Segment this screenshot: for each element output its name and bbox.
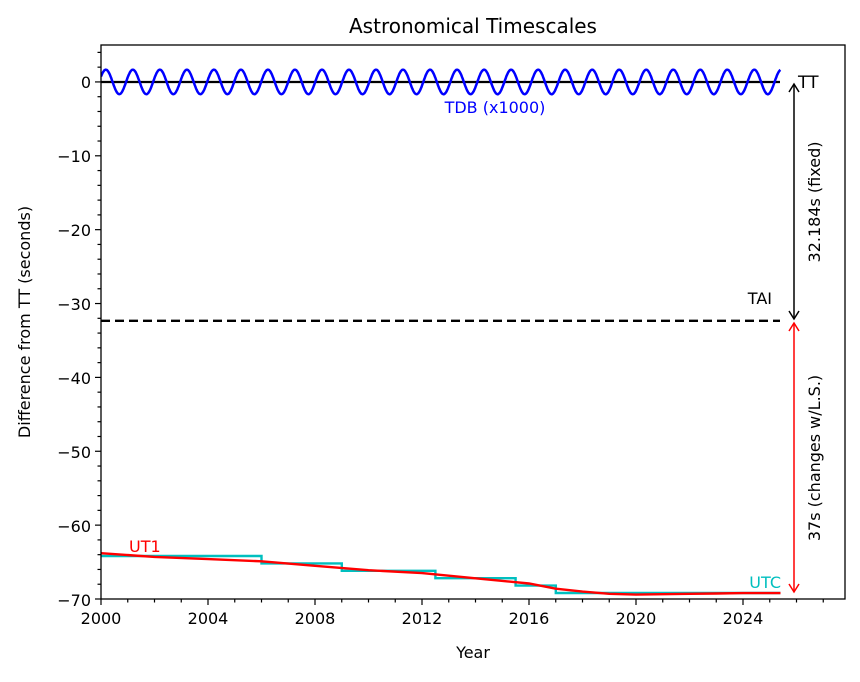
y-tick-label: −60 bbox=[57, 517, 91, 536]
y-tick-label: −30 bbox=[57, 295, 91, 314]
chart-title: Astronomical Timescales bbox=[349, 14, 597, 38]
utc-label: UTC bbox=[749, 573, 781, 592]
fixed-offset-label: 32.184s (fixed) bbox=[805, 142, 824, 263]
fixed-offset-arrow bbox=[788, 82, 800, 321]
x-tick-label: 2004 bbox=[188, 609, 229, 628]
y-tick-label: −20 bbox=[57, 221, 91, 240]
plot-frame bbox=[100, 44, 846, 600]
x-axis-label: Year bbox=[455, 643, 490, 662]
ut1-label: UT1 bbox=[129, 537, 161, 556]
x-tick-label: 2012 bbox=[402, 609, 443, 628]
y-axis-label: Difference from TT (seconds) bbox=[15, 206, 34, 438]
y-tick-label: −10 bbox=[57, 147, 91, 166]
y-tick-labels: 0 −10 −20 −30 −40 −50 −60 −70 bbox=[57, 73, 91, 610]
x-tick-labels: 2000 2004 2008 2012 2016 2020 2024 bbox=[81, 609, 764, 628]
leap-second-arrow bbox=[788, 321, 800, 594]
y-tick-label: 0 bbox=[81, 73, 91, 92]
ut1-line bbox=[101, 552, 781, 596]
x-tick-label: 2000 bbox=[81, 609, 122, 628]
y-tick-label: −70 bbox=[57, 591, 91, 610]
x-axis-ticks bbox=[100, 599, 824, 605]
x-tick-label: 2020 bbox=[616, 609, 657, 628]
tt-label: TT bbox=[797, 73, 819, 93]
leap-second-label: 37s (changes w/L.S.) bbox=[805, 375, 824, 541]
tai-label: TAI bbox=[747, 289, 772, 308]
tdb-line bbox=[101, 68, 782, 96]
y-axis-ticks bbox=[95, 51, 101, 600]
x-tick-label: 2008 bbox=[295, 609, 336, 628]
tdb-label: TDB (x1000) bbox=[444, 98, 546, 117]
x-tick-label: 2024 bbox=[723, 609, 764, 628]
y-tick-label: −40 bbox=[57, 369, 91, 388]
x-tick-label: 2016 bbox=[509, 609, 550, 628]
y-tick-label: −50 bbox=[57, 443, 91, 462]
